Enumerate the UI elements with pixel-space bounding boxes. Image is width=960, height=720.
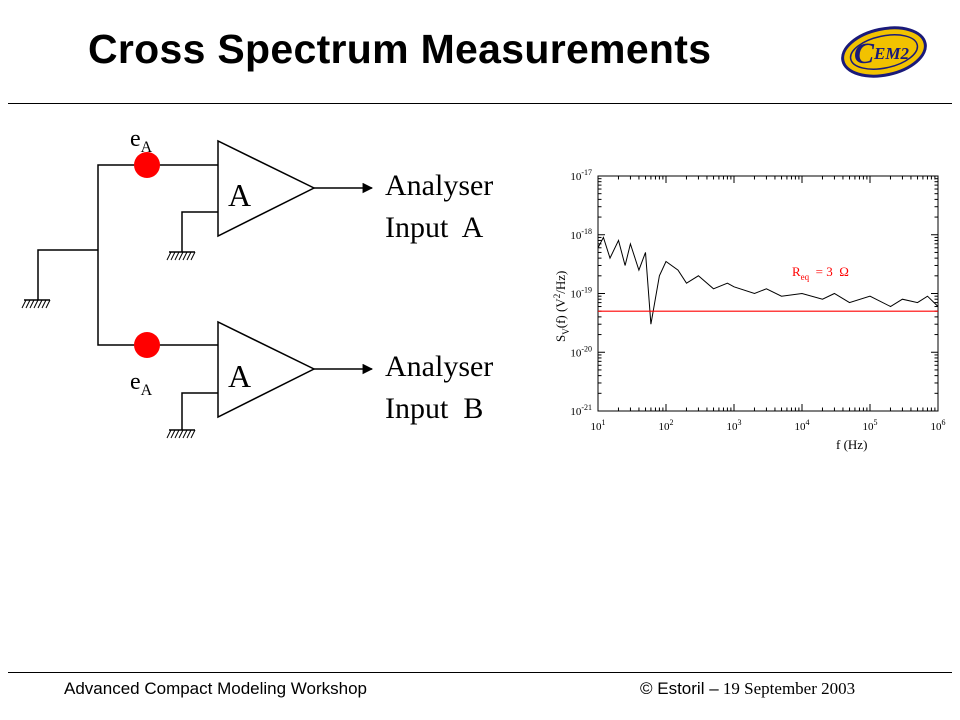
- amplifier-top-label: A: [228, 177, 251, 213]
- y-tick-label: 10-17: [570, 168, 592, 183]
- noise-source-bottom: [134, 332, 160, 358]
- y-tick-label: 10-21: [570, 403, 592, 418]
- slide-title: Cross Spectrum Measurements: [88, 26, 712, 72]
- chart-ticks: 101 102 103 104 105 106 10-17 10-18 10-19 10-20 10…: [570, 168, 945, 433]
- output-label-bottom: Analyser Input B: [385, 350, 493, 425]
- footer-workshop: Advanced Compact Modeling Workshop: [64, 679, 368, 698]
- circuit-diagram: A A eA eA Analyser Input A Analyser Input …: [21, 126, 493, 439]
- ground-symbol: [166, 251, 196, 261]
- x-tick-label: 103: [727, 418, 742, 433]
- footer-place-date: © Estoril – 19 September 2003: [640, 679, 855, 699]
- x-tick-label: 105: [863, 418, 878, 433]
- ground-symbol: [21, 299, 51, 309]
- cem2-logo: C EM2: [841, 26, 927, 78]
- noise-spectrum-chart: 101 102 103 104 105 106 10-17 10-18 10-19 10-20 10…: [552, 168, 946, 452]
- slide-figure: A A eA eA Analyser Input A Analyser Input …: [21, 126, 946, 452]
- x-tick-label: 106: [931, 418, 946, 433]
- y-tick-label: 10-18: [570, 227, 592, 242]
- noise-source-top: [134, 152, 160, 178]
- chart-annotation: Req = 3 Ω: [792, 264, 849, 282]
- x-tick-label: 104: [795, 418, 810, 433]
- logo-letter: C: [854, 37, 875, 70]
- circuit-wire: [37, 164, 218, 346]
- noise-source-bottom-label: eA: [130, 369, 153, 399]
- y-tick-label: 10-19: [570, 286, 592, 301]
- chart-series: [597, 236, 939, 325]
- circuit-wire: [181, 211, 218, 252]
- amplifier-bottom-label: A: [228, 358, 251, 394]
- y-tick-label: 10-20: [570, 344, 592, 359]
- circuit-wire: [181, 392, 218, 430]
- amplifier-bottom: [217, 320, 316, 419]
- footer-rule: [8, 672, 952, 673]
- noise-spectrum-line: [597, 236, 939, 325]
- header-rule: [8, 103, 952, 104]
- ground-symbol: [166, 429, 196, 439]
- logo-text: EM2: [873, 44, 909, 63]
- amplifier-top: [217, 139, 316, 238]
- footer-place: © Estoril –: [640, 679, 719, 698]
- output-label-top: Analyser Input A: [385, 169, 493, 244]
- y-axis-label: SV(f) (V2/Hz): [552, 271, 571, 342]
- noise-source-top-label: eA: [130, 126, 153, 156]
- footer-date: 19 September 2003: [722, 679, 856, 698]
- x-axis-label: f (Hz): [836, 437, 867, 452]
- x-tick-label: 101: [591, 418, 606, 433]
- x-tick-label: 102: [659, 418, 674, 433]
